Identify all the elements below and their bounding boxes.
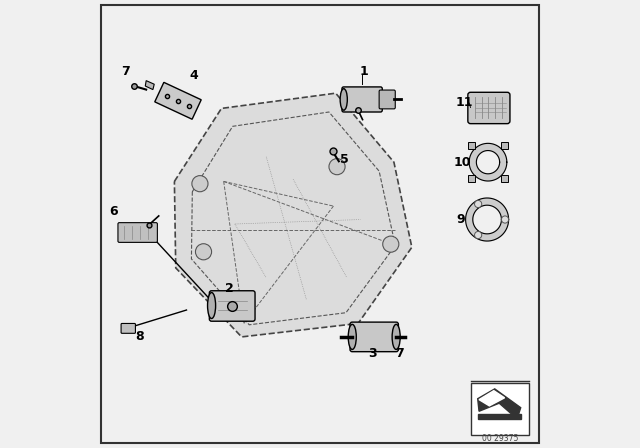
FancyBboxPatch shape — [379, 90, 396, 109]
Text: 6: 6 — [109, 205, 118, 218]
Text: 5: 5 — [340, 152, 349, 166]
Text: 7: 7 — [121, 65, 129, 78]
Text: 11: 11 — [456, 95, 473, 109]
Circle shape — [475, 200, 482, 207]
Polygon shape — [174, 93, 412, 337]
Bar — [501, 142, 508, 149]
FancyBboxPatch shape — [121, 323, 136, 333]
Ellipse shape — [207, 293, 216, 319]
Text: 4: 4 — [189, 69, 198, 82]
Polygon shape — [477, 414, 521, 419]
Text: 10: 10 — [454, 155, 471, 169]
Polygon shape — [469, 143, 507, 181]
Circle shape — [502, 216, 509, 223]
Bar — [468, 175, 475, 182]
Circle shape — [192, 176, 208, 192]
Ellipse shape — [340, 89, 348, 110]
Text: 00 29375: 00 29375 — [482, 434, 518, 443]
Text: 2: 2 — [225, 282, 234, 295]
Ellipse shape — [348, 324, 356, 349]
Ellipse shape — [392, 324, 400, 349]
Text: 1: 1 — [360, 65, 368, 78]
Text: 7: 7 — [396, 347, 404, 361]
Polygon shape — [155, 82, 201, 119]
Bar — [472, 383, 529, 435]
Circle shape — [475, 232, 482, 239]
Polygon shape — [145, 81, 154, 90]
FancyBboxPatch shape — [350, 322, 398, 352]
Text: 8: 8 — [136, 330, 144, 344]
Polygon shape — [466, 198, 509, 241]
Polygon shape — [479, 391, 504, 406]
Bar — [501, 175, 508, 182]
Text: 3: 3 — [369, 347, 377, 361]
Circle shape — [329, 159, 345, 175]
Circle shape — [383, 236, 399, 252]
Text: 9: 9 — [457, 213, 465, 226]
Polygon shape — [477, 389, 521, 419]
FancyBboxPatch shape — [118, 223, 157, 242]
Bar — [468, 142, 475, 149]
Circle shape — [195, 244, 212, 260]
FancyBboxPatch shape — [468, 92, 510, 124]
FancyBboxPatch shape — [209, 291, 255, 321]
FancyBboxPatch shape — [342, 87, 382, 112]
